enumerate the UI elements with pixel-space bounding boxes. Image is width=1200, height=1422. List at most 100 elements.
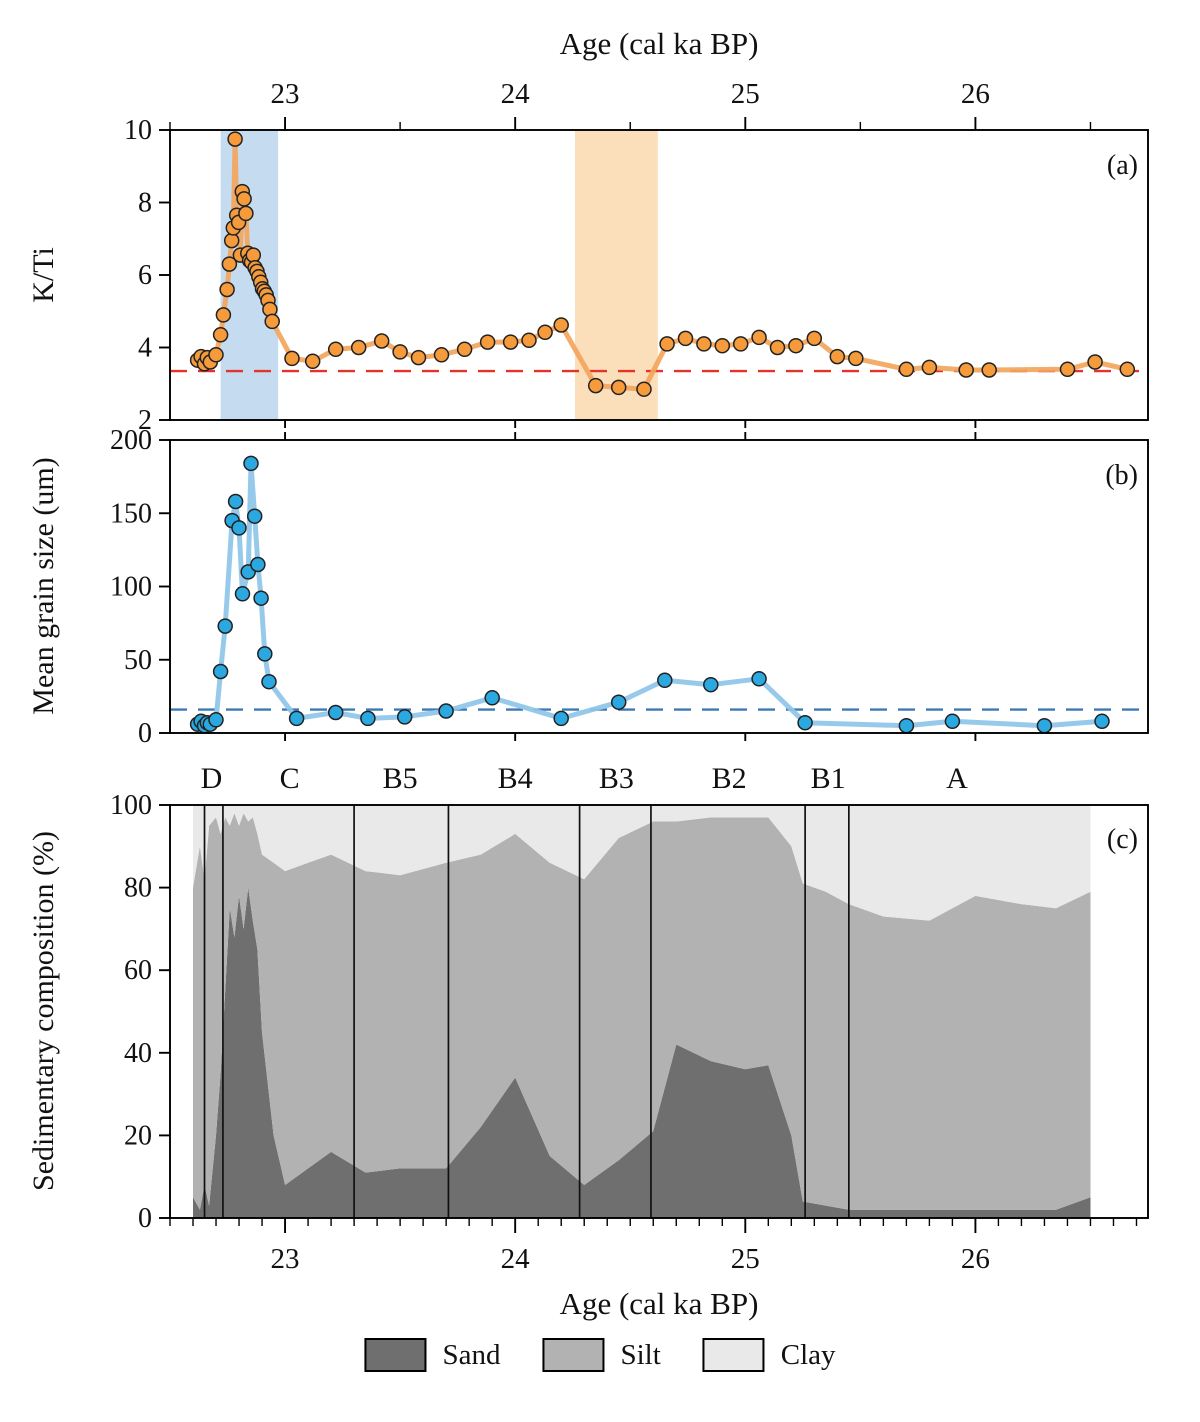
zone-label: A [946, 762, 968, 795]
data-point [227, 493, 244, 510]
area-silt [193, 813, 1091, 1210]
panel-border [169, 439, 1149, 734]
x-tick-label: 25 [731, 1243, 760, 1275]
y-tick-label: 20 [124, 1120, 152, 1151]
data-point [751, 671, 767, 687]
data-point [227, 131, 243, 147]
x-tick-label: 23 [271, 78, 300, 110]
zone-label: B3 [599, 762, 634, 795]
data-point [360, 710, 376, 727]
data-point [657, 672, 673, 689]
data-point [537, 324, 553, 341]
data-point [433, 347, 450, 363]
y-tick-label: 80 [124, 873, 152, 904]
data-point [981, 362, 997, 378]
data-point [1036, 717, 1053, 734]
data-point [677, 330, 694, 347]
data-point [217, 618, 233, 634]
panel-b-letter: (b) [1105, 460, 1138, 491]
data-point [788, 337, 804, 354]
data-point [212, 327, 229, 343]
data-point [234, 586, 251, 602]
data-point [208, 712, 224, 728]
data-point [373, 333, 390, 349]
data-point [246, 508, 263, 524]
x-tick-label: 26 [961, 78, 990, 110]
data-point [392, 344, 408, 360]
panel-border [169, 129, 1149, 421]
data-point [732, 336, 749, 352]
top-axis-title: Age (cal ka BP) [559, 26, 759, 61]
zone-label: B2 [712, 762, 747, 795]
data-point [502, 334, 519, 350]
data-point [636, 381, 652, 397]
data-point [829, 348, 846, 365]
data-point [1087, 354, 1103, 370]
data-point [898, 361, 915, 378]
panel-a [170, 130, 1148, 420]
data-point [521, 332, 537, 349]
bottom-axis-title: Age (cal ka BP) [559, 1286, 759, 1321]
y-tick-label: 100 [110, 572, 152, 603]
x-tick-label: 24 [501, 78, 531, 110]
data-point [231, 520, 247, 536]
highlight-band [575, 130, 658, 420]
data-point [410, 349, 427, 366]
sand-label: Sand [442, 1338, 501, 1371]
data-point [304, 353, 321, 370]
data-point [261, 673, 277, 690]
y-tick-label: 60 [124, 955, 152, 986]
data-point [243, 455, 259, 472]
panel-a-letter: (a) [1106, 150, 1138, 181]
data-point [221, 256, 238, 272]
data-point [264, 313, 280, 330]
x-tick-label: 24 [501, 1243, 531, 1275]
data-point [958, 362, 974, 378]
zone-label: D [201, 762, 223, 795]
data-point [253, 590, 269, 606]
data-point [438, 703, 454, 719]
clay-label: Clay [780, 1338, 836, 1371]
silt-swatch [542, 1338, 605, 1372]
data-point [659, 336, 675, 352]
y-tick-label: 8 [138, 188, 152, 219]
area-sand [193, 887, 1091, 1218]
data-point [797, 714, 813, 731]
data-point [257, 646, 273, 662]
data-point [553, 710, 569, 727]
data-point [208, 347, 224, 363]
legend: Sand Silt Clay [364, 1338, 836, 1372]
x-tick-label: 26 [961, 1243, 990, 1275]
data-point [479, 334, 496, 350]
silt-label: Silt [620, 1338, 661, 1371]
data-point [1119, 361, 1136, 378]
legend-item-sand: Sand [364, 1338, 500, 1372]
data-point [215, 307, 232, 323]
data-point [751, 329, 767, 346]
panel-c-letter: (c) [1106, 824, 1138, 855]
data-point [898, 717, 915, 734]
y-tick-label: 10 [124, 115, 152, 146]
data-point [223, 232, 240, 249]
data-point [284, 350, 300, 367]
data-point [703, 676, 719, 693]
data-point [921, 359, 938, 376]
area-clay [193, 805, 1091, 921]
zone-label: B5 [383, 762, 418, 795]
x-tick-label: 25 [731, 78, 760, 110]
zone-label: B1 [811, 762, 846, 795]
data-point [484, 690, 500, 706]
y-tick-label: 100 [110, 790, 152, 821]
data-point [396, 709, 413, 725]
legend-item-clay: Clay [702, 1338, 836, 1372]
y-tick-label: 0 [138, 1203, 152, 1234]
data-point [1094, 713, 1110, 730]
zone-label: B4 [498, 762, 533, 795]
y-tick-label: 2 [138, 405, 152, 436]
legend-item-silt: Silt [542, 1338, 661, 1372]
data-point [848, 350, 864, 367]
panel-border [169, 804, 1149, 1219]
y-tick-label: 150 [110, 498, 152, 529]
